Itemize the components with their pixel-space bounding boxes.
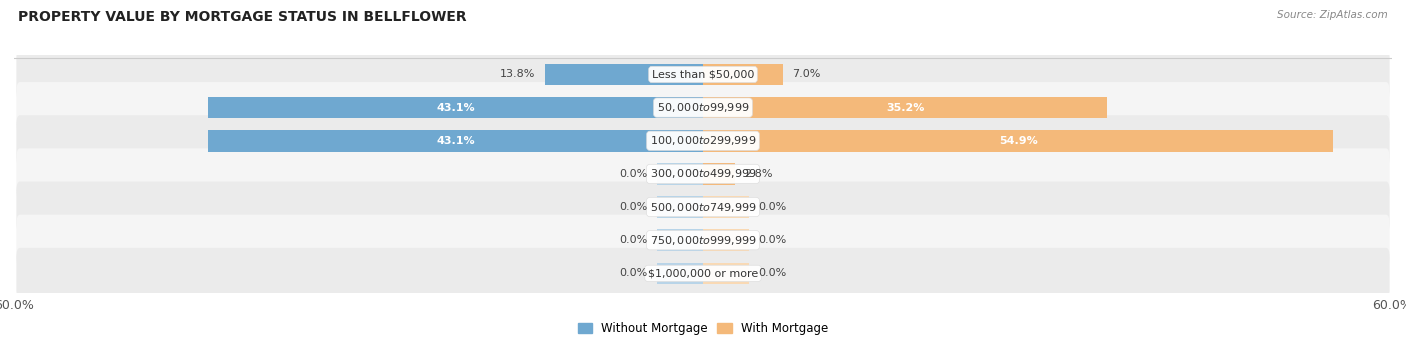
Text: 0.0%: 0.0% (620, 235, 648, 245)
Text: 0.0%: 0.0% (758, 202, 786, 212)
Text: 0.0%: 0.0% (620, 169, 648, 179)
Text: 0.0%: 0.0% (620, 268, 648, 278)
Text: 0.0%: 0.0% (758, 235, 786, 245)
Text: 2.8%: 2.8% (744, 169, 773, 179)
Text: 35.2%: 35.2% (886, 103, 924, 113)
FancyBboxPatch shape (17, 148, 1389, 199)
Text: $300,000 to $499,999: $300,000 to $499,999 (650, 167, 756, 180)
Text: $1,000,000 or more: $1,000,000 or more (648, 268, 758, 278)
FancyBboxPatch shape (17, 181, 1389, 233)
Text: 0.0%: 0.0% (620, 202, 648, 212)
Bar (703, 229, 749, 251)
Bar (703, 263, 749, 284)
FancyBboxPatch shape (17, 115, 1389, 166)
Text: $100,000 to $299,999: $100,000 to $299,999 (650, 134, 756, 147)
Text: $750,000 to $999,999: $750,000 to $999,999 (650, 234, 756, 247)
Bar (657, 163, 703, 185)
Bar (703, 130, 1333, 151)
Text: 0.0%: 0.0% (758, 268, 786, 278)
Bar (544, 64, 703, 85)
Text: PROPERTY VALUE BY MORTGAGE STATUS IN BELLFLOWER: PROPERTY VALUE BY MORTGAGE STATUS IN BEL… (18, 10, 467, 24)
Text: Source: ZipAtlas.com: Source: ZipAtlas.com (1277, 10, 1388, 20)
FancyBboxPatch shape (17, 82, 1389, 133)
FancyBboxPatch shape (17, 49, 1389, 100)
Text: 7.0%: 7.0% (793, 70, 821, 79)
Bar (657, 263, 703, 284)
Bar (703, 97, 1107, 118)
FancyBboxPatch shape (17, 215, 1389, 266)
Text: 43.1%: 43.1% (436, 103, 475, 113)
Text: 13.8%: 13.8% (501, 70, 536, 79)
Bar (657, 229, 703, 251)
FancyBboxPatch shape (17, 248, 1389, 299)
Bar (208, 130, 703, 151)
Text: $500,000 to $749,999: $500,000 to $749,999 (650, 201, 756, 213)
Legend: Without Mortgage, With Mortgage: Without Mortgage, With Mortgage (574, 317, 832, 340)
Text: 43.1%: 43.1% (436, 136, 475, 146)
Bar (703, 196, 749, 218)
Bar (657, 196, 703, 218)
Text: Less than $50,000: Less than $50,000 (652, 70, 754, 79)
Text: $50,000 to $99,999: $50,000 to $99,999 (657, 101, 749, 114)
Bar (703, 163, 735, 185)
Bar (208, 97, 703, 118)
Text: 54.9%: 54.9% (998, 136, 1038, 146)
Bar (703, 64, 783, 85)
